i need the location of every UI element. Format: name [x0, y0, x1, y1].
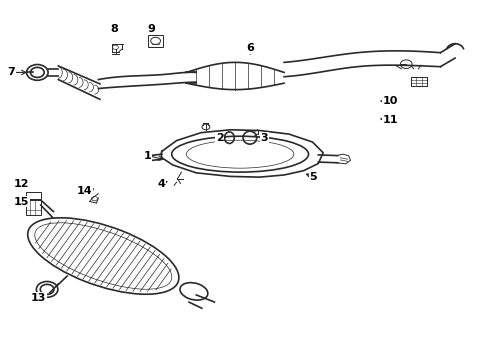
Text: 6: 6	[246, 43, 254, 53]
Text: 10: 10	[383, 96, 398, 106]
Text: 2: 2	[216, 133, 223, 143]
Text: 8: 8	[110, 24, 118, 35]
Text: 3: 3	[261, 133, 269, 143]
Text: 7: 7	[7, 67, 15, 77]
Text: 5: 5	[310, 172, 317, 182]
Text: 1: 1	[144, 150, 151, 161]
Text: 15: 15	[14, 197, 29, 207]
Bar	[26, 200, 41, 215]
Text: 14: 14	[77, 186, 93, 197]
Text: 11: 11	[383, 116, 398, 126]
Text: 9: 9	[147, 24, 155, 35]
Text: 4: 4	[157, 179, 165, 189]
Text: 12: 12	[13, 179, 29, 189]
Text: 13: 13	[31, 293, 47, 303]
Bar	[411, 77, 427, 86]
Bar	[26, 192, 41, 199]
Bar	[148, 35, 163, 46]
